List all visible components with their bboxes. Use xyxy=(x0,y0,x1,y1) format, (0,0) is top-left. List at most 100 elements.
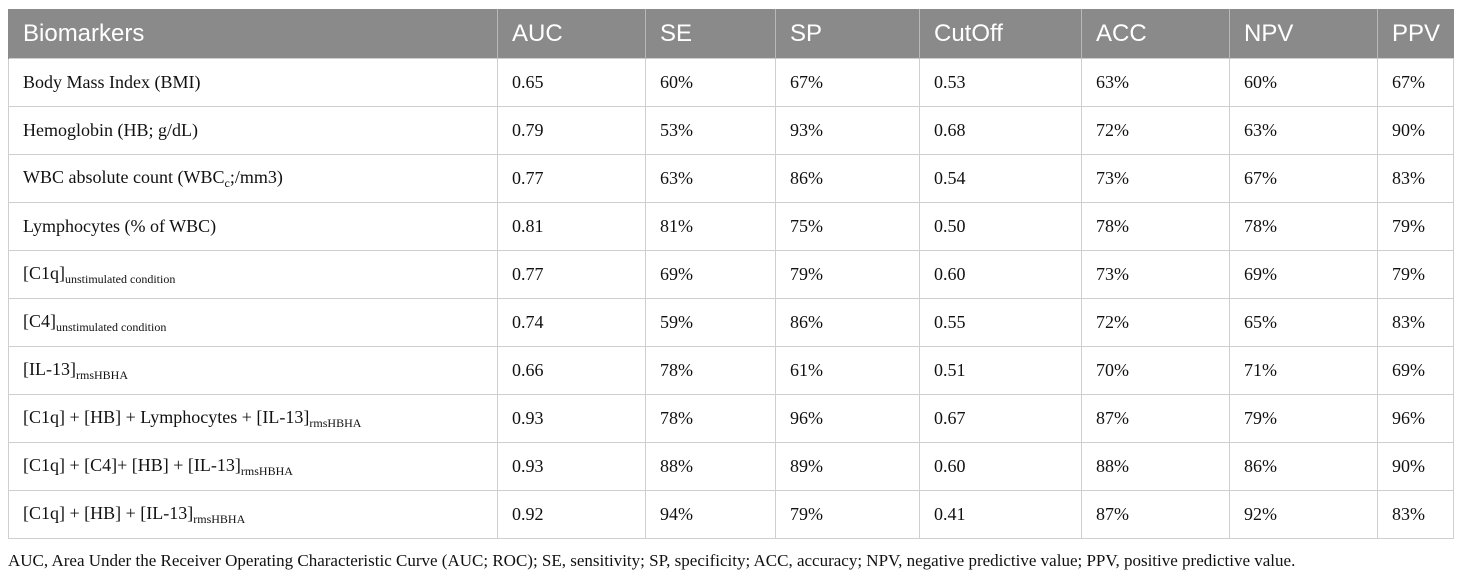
cutoff-cell: 0.41 xyxy=(919,490,1082,539)
sp-cell: 96% xyxy=(775,394,920,443)
table-row: [C1q] + [C4]+ [HB] + [IL-13]rmsHBHA 0.93 8… xyxy=(8,442,1454,491)
npv-cell: 92% xyxy=(1229,490,1378,539)
npv-cell: 79% xyxy=(1229,394,1378,443)
biomarker-name: [C1q] xyxy=(23,262,65,283)
header-cutoff: CutOff xyxy=(919,9,1082,59)
sp-cell: 86% xyxy=(775,298,920,347)
se-cell: 53% xyxy=(645,106,776,155)
table-row: [C1q] + [HB] + [IL-13]rmsHBHA 0.92 94% 79% 0… xyxy=(8,490,1454,539)
acc-cell: 78% xyxy=(1081,202,1230,251)
auc-cell: 0.79 xyxy=(497,106,646,155)
cutoff-cell: 0.55 xyxy=(919,298,1082,347)
header-auc: AUC xyxy=(497,9,646,59)
auc-cell: 0.65 xyxy=(497,58,646,107)
sp-cell: 61% xyxy=(775,346,920,395)
biomarker-cell: [C1q]unstimulated condition xyxy=(8,250,498,299)
table-row: [C1q]unstimulated condition 0.77 69% 79% 0.6… xyxy=(8,250,1454,299)
biomarker-name: [C1q] + [C4]+ [HB] + [IL-13] xyxy=(23,454,241,475)
cutoff-cell: 0.53 xyxy=(919,58,1082,107)
biomarker-name: [C1q] + [HB] + Lymphocytes + [IL-13] xyxy=(23,406,310,427)
biomarker-table-container: Biomarkers AUC SE SP CutOff ACC NPV PPV … xyxy=(8,9,1454,539)
biomarker-cell: [C1q] + [C4]+ [HB] + [IL-13]rmsHBHA xyxy=(8,442,498,491)
biomarker-cell: Hemoglobin (HB; g/dL) xyxy=(8,106,498,155)
biomarker-cell: Lymphocytes (% of WBC) xyxy=(8,202,498,251)
auc-cell: 0.93 xyxy=(497,442,646,491)
table-row: Hemoglobin (HB; g/dL) 0.79 53% 93% 0.68 72% 63… xyxy=(8,106,1454,155)
acc-cell: 87% xyxy=(1081,394,1230,443)
cutoff-cell: 0.68 xyxy=(919,106,1082,155)
biomarker-subscript: rmsHBHA xyxy=(193,511,246,526)
auc-cell: 0.93 xyxy=(497,394,646,443)
table-header-row: Biomarkers AUC SE SP CutOff ACC NPV PPV xyxy=(8,9,1454,59)
cutoff-cell: 0.54 xyxy=(919,154,1082,203)
header-biomarkers: Biomarkers xyxy=(8,9,498,59)
biomarker-subscript: unstimulated condition xyxy=(65,271,176,286)
biomarker-name: [IL-13] xyxy=(23,358,76,379)
table-row: [IL-13]rmsHBHA 0.66 78% 61% 0.51 70% 71% 69% xyxy=(8,346,1454,395)
npv-cell: 67% xyxy=(1229,154,1378,203)
header-acc: ACC xyxy=(1081,9,1230,59)
biomarker-subscript: unstimulated condition xyxy=(56,319,167,334)
auc-cell: 0.74 xyxy=(497,298,646,347)
cutoff-cell: 0.60 xyxy=(919,250,1082,299)
acc-cell: 88% xyxy=(1081,442,1230,491)
auc-cell: 0.66 xyxy=(497,346,646,395)
auc-cell: 0.77 xyxy=(497,250,646,299)
sp-cell: 79% xyxy=(775,250,920,299)
biomarker-table: Biomarkers AUC SE SP CutOff ACC NPV PPV … xyxy=(8,9,1454,539)
npv-cell: 63% xyxy=(1229,106,1378,155)
ppv-cell: 67% xyxy=(1377,58,1454,107)
biomarker-cell: [C1q] + [HB] + [IL-13]rmsHBHA xyxy=(8,490,498,539)
ppv-cell: 96% xyxy=(1377,394,1454,443)
se-cell: 69% xyxy=(645,250,776,299)
sp-cell: 79% xyxy=(775,490,920,539)
se-cell: 94% xyxy=(645,490,776,539)
se-cell: 59% xyxy=(645,298,776,347)
ppv-cell: 83% xyxy=(1377,298,1454,347)
biomarker-name: WBC absolute count (WBC xyxy=(23,166,225,187)
biomarker-subscript: rmsHBHA xyxy=(309,415,362,430)
npv-cell: 60% xyxy=(1229,58,1378,107)
table-footnote: AUC, Area Under the Receiver Operating C… xyxy=(8,551,1296,570)
ppv-cell: 69% xyxy=(1377,346,1454,395)
npv-cell: 86% xyxy=(1229,442,1378,491)
acc-cell: 73% xyxy=(1081,250,1230,299)
acc-cell: 70% xyxy=(1081,346,1230,395)
header-ppv: PPV xyxy=(1377,9,1454,59)
acc-cell: 73% xyxy=(1081,154,1230,203)
sp-cell: 86% xyxy=(775,154,920,203)
biomarker-name: Hemoglobin (HB; g/dL) xyxy=(23,120,198,140)
se-cell: 81% xyxy=(645,202,776,251)
cutoff-cell: 0.60 xyxy=(919,442,1082,491)
npv-cell: 71% xyxy=(1229,346,1378,395)
header-se: SE xyxy=(645,9,776,59)
sp-cell: 93% xyxy=(775,106,920,155)
biomarker-name: [C1q] + [HB] + [IL-13] xyxy=(23,502,194,523)
biomarker-cell: [C1q] + [HB] + Lymphocytes + [IL-13]rmsH… xyxy=(8,394,498,443)
table-row: WBC absolute count (WBCc;/mm3) 0.77 63% 86%… xyxy=(8,154,1454,203)
se-cell: 63% xyxy=(645,154,776,203)
se-cell: 88% xyxy=(645,442,776,491)
biomarker-cell: [IL-13]rmsHBHA xyxy=(8,346,498,395)
biomarker-cell: [C4]unstimulated condition xyxy=(8,298,498,347)
table-row: [C4]unstimulated condition 0.74 59% 86% 0.55… xyxy=(8,298,1454,347)
ppv-cell: 83% xyxy=(1377,154,1454,203)
auc-cell: 0.77 xyxy=(497,154,646,203)
table-row: Body Mass Index (BMI) 0.65 60% 67% 0.53 63% 60… xyxy=(8,58,1454,107)
auc-cell: 0.81 xyxy=(497,202,646,251)
se-cell: 78% xyxy=(645,394,776,443)
ppv-cell: 90% xyxy=(1377,442,1454,491)
header-sp: SP xyxy=(775,9,920,59)
npv-cell: 65% xyxy=(1229,298,1378,347)
cutoff-cell: 0.67 xyxy=(919,394,1082,443)
biomarker-subscript: rmsHBHA xyxy=(75,367,128,382)
ppv-cell: 90% xyxy=(1377,106,1454,155)
biomarker-name: [C4] xyxy=(23,310,56,331)
acc-cell: 72% xyxy=(1081,106,1230,155)
biomarker-name: Lymphocytes (% of WBC) xyxy=(23,216,217,236)
ppv-cell: 79% xyxy=(1377,202,1454,251)
table-row: [C1q] + [HB] + Lymphocytes + [IL-13]rmsH… xyxy=(8,394,1454,443)
cutoff-cell: 0.50 xyxy=(919,202,1082,251)
acc-cell: 72% xyxy=(1081,298,1230,347)
npv-cell: 78% xyxy=(1229,202,1378,251)
